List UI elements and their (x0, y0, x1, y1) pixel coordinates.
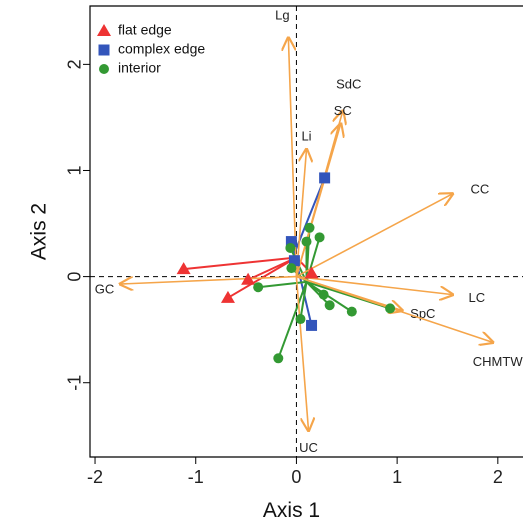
vector-arrow (295, 124, 340, 277)
interior-point (314, 232, 325, 243)
interior-point (318, 289, 329, 300)
legend-interior-symbol (99, 64, 109, 74)
vector-label: GC (95, 281, 115, 296)
legend-interior-label: interior (118, 60, 161, 76)
x-tick-label: 0 (291, 467, 301, 487)
y-tick-label: 1 (65, 165, 85, 175)
legend-flat-edge-symbol (97, 24, 111, 36)
spider-line (258, 280, 307, 289)
vector-label: CC (471, 181, 490, 196)
vector-arrow (295, 276, 308, 431)
interior-point (273, 353, 284, 364)
x-axis-title: Axis 1 (263, 499, 320, 522)
flat-edge-point (220, 290, 235, 303)
y-tick-label: 0 (65, 272, 85, 282)
vector-arrow (296, 194, 452, 278)
plot-frame (89, 5, 523, 458)
interior-point (253, 282, 264, 293)
y-tick-label: -1 (65, 375, 85, 391)
y-tick-label: 2 (65, 59, 85, 69)
complex-edge-point (285, 236, 297, 248)
legend-complex-edge-symbol (98, 44, 110, 56)
vector-label: Li (301, 129, 311, 144)
flat-edge-point (241, 272, 256, 285)
interior-point (286, 263, 297, 274)
complex-edge-point (288, 255, 300, 267)
vector-label: CHMTW (473, 354, 523, 369)
interior-point (304, 222, 315, 233)
interior-point (324, 300, 335, 311)
vector-arrow (120, 275, 297, 284)
interior-point (346, 306, 357, 317)
vector-label: SdC (336, 76, 361, 91)
complex-edge-point (319, 172, 331, 184)
vector-label: UC (299, 440, 318, 455)
complex-edge-point (306, 319, 318, 331)
x-tick-label: 1 (392, 467, 402, 487)
flat-edge-point (176, 262, 191, 275)
flat-edge-point (304, 266, 319, 279)
spider-line (277, 281, 308, 359)
x-tick-label: -2 (87, 467, 103, 487)
x-tick-label: -1 (188, 467, 204, 487)
legend-complex-edge-label: complex edge (118, 41, 205, 57)
interior-point (295, 314, 306, 325)
vector-arrow (296, 275, 452, 295)
vector-label: SC (334, 103, 352, 118)
interior-point (285, 242, 296, 253)
spider-line (247, 256, 297, 281)
vector-label: LC (469, 290, 486, 305)
y-axis-title: Axis 2 (28, 203, 51, 260)
spider-line (305, 281, 353, 313)
interior-point (385, 303, 396, 314)
spider-line (305, 281, 331, 306)
spider-line (183, 256, 297, 271)
x-tick-label: 2 (493, 467, 503, 487)
vector-label: Lg (275, 7, 289, 22)
interior-point (301, 236, 312, 247)
legend-flat-edge-label: flat edge (118, 22, 172, 38)
spider-line (299, 281, 308, 320)
